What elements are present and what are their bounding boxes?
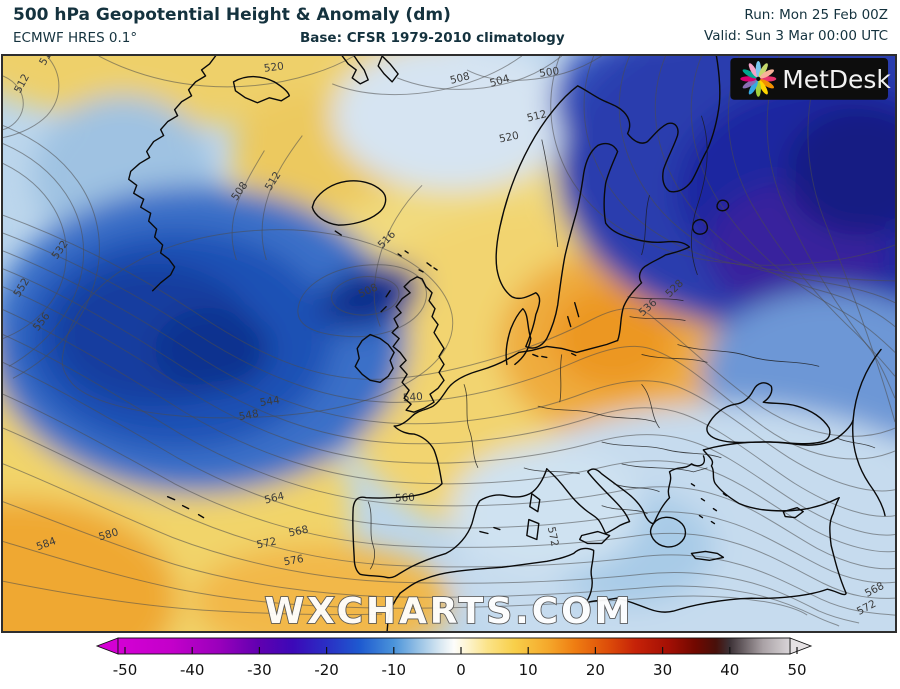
wxcharts-watermark: WXCHARTS.COM xyxy=(265,591,634,631)
map-panel: 5165125205085045005125205165125085085325… xyxy=(1,54,897,633)
contour-label: 520 xyxy=(263,60,284,75)
colorbar-tick-label: -30 xyxy=(247,661,272,679)
colorbar-tick-label: -10 xyxy=(382,661,407,679)
colorbar-tick-label: 40 xyxy=(720,661,739,679)
coastlines xyxy=(128,56,886,631)
anomaly-color-field xyxy=(3,56,895,631)
contour-label: 576 xyxy=(283,553,305,568)
colorbar-right-arrow xyxy=(789,637,813,655)
colorbar-tick-label: 50 xyxy=(787,661,806,679)
colorbar-tick-label: -50 xyxy=(113,661,138,679)
contour-label: 508 xyxy=(449,70,471,86)
colorbar-tick-labels: -50 -40 -30 -20 -10 0 10 20 30 40 50 xyxy=(113,661,807,679)
contour-label: 548 xyxy=(238,408,260,423)
contour-label: 504 xyxy=(488,73,511,90)
metdesk-logo: MetDesk xyxy=(730,57,891,100)
contour-label: 516 xyxy=(37,56,57,67)
anomaly-map: 5165125205085045005125205165125085085325… xyxy=(3,56,895,631)
contour-label: 500 xyxy=(539,65,560,80)
colorbar-tick-label: -40 xyxy=(180,661,205,679)
colorbar: -50 -40 -30 -20 -10 0 10 20 30 40 50 xyxy=(95,637,813,679)
contour-label: 512 xyxy=(526,108,548,124)
contour-label: 568 xyxy=(287,524,309,540)
colorbar-tick-label: 10 xyxy=(519,661,538,679)
colorbar-gradient-bar xyxy=(117,637,791,655)
colorbar-left-arrow xyxy=(95,637,119,655)
contour-label: 580 xyxy=(97,526,120,543)
contour-label: 560 xyxy=(395,492,416,505)
header: 500 hPa Geopotential Height & Anomaly (d… xyxy=(0,0,900,54)
climatology-base-label: Base: CFSR 1979-2010 climatology xyxy=(300,30,565,46)
contour-label: 572 xyxy=(545,526,561,548)
contour-label: 572 xyxy=(256,535,278,551)
model-label: ECMWF HRES 0.1° xyxy=(13,30,138,46)
colorbar-tick-label: 20 xyxy=(586,661,605,679)
metdesk-logo-background xyxy=(730,57,889,100)
valid-time-label: Valid: Sun 3 Mar 00:00 UTC xyxy=(704,28,888,44)
contour-label: 564 xyxy=(263,490,286,507)
colorbar-ticks xyxy=(124,647,798,654)
page-title: 500 hPa Geopotential Height & Anomaly (d… xyxy=(13,5,451,25)
colorbar-panel: -50 -40 -30 -20 -10 0 10 20 30 40 50 xyxy=(0,633,900,689)
colorbar-tick-label: 0 xyxy=(456,661,466,679)
country-borders xyxy=(367,115,876,570)
colorbar-tick-label: 30 xyxy=(653,661,672,679)
metdesk-pinwheel-icon xyxy=(740,60,777,97)
contour-label: 544 xyxy=(259,394,281,409)
run-time-label: Run: Mon 25 Feb 00Z xyxy=(744,7,888,23)
contour-label: 520 xyxy=(498,130,520,146)
colorbar-tick-label: -20 xyxy=(314,661,339,679)
contour-label: 540 xyxy=(402,391,423,404)
metdesk-logo-text: MetDesk xyxy=(782,65,891,94)
